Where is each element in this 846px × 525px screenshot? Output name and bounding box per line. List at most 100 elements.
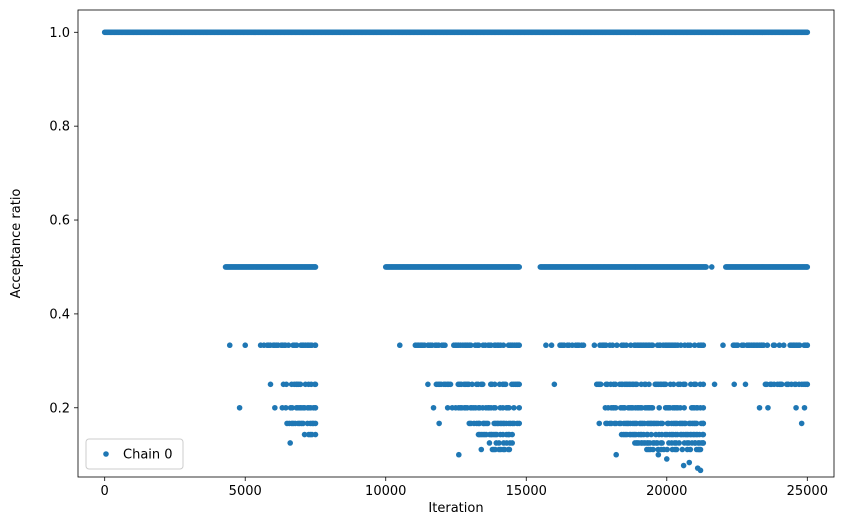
data-point <box>287 440 293 446</box>
data-point <box>516 381 523 388</box>
data-point <box>756 404 763 411</box>
y-tick-label: 0.2 <box>49 401 70 416</box>
data-point <box>656 404 662 411</box>
legend-label: Chain 0 <box>123 448 173 463</box>
data-point <box>662 381 669 388</box>
data-point <box>444 404 451 411</box>
data-point <box>676 440 682 446</box>
data-point <box>700 381 707 388</box>
data-point <box>491 381 498 388</box>
x-axis-label: Iteration <box>428 501 483 516</box>
data-point <box>502 381 509 388</box>
y-tick-label: 0.4 <box>49 307 70 322</box>
data-point <box>312 342 319 349</box>
data-point <box>300 420 306 427</box>
data-point <box>697 467 704 474</box>
data-point <box>700 420 707 427</box>
data-point <box>242 342 249 349</box>
data-point <box>655 451 662 458</box>
data-point <box>700 431 707 438</box>
data-point <box>804 29 811 36</box>
data-point <box>289 404 295 411</box>
x-tick-label: 5000 <box>229 484 262 499</box>
x-tick-label: 20000 <box>646 484 687 499</box>
data-point <box>478 446 485 453</box>
y-tick-label: 1.0 <box>49 26 70 41</box>
data-point <box>780 342 787 349</box>
data-point <box>293 342 300 349</box>
data-point <box>687 446 694 453</box>
y-axis: 0.2 0.4 0.6 0.8 1.0 <box>49 26 78 416</box>
data-point <box>681 404 687 411</box>
data-point <box>673 446 680 453</box>
data-point <box>486 440 493 446</box>
data-point <box>283 381 290 388</box>
data-point <box>603 342 609 349</box>
data-point <box>796 342 803 349</box>
data-point <box>646 381 652 388</box>
data-point <box>691 342 698 349</box>
data-point <box>776 342 783 349</box>
data-point <box>475 342 482 349</box>
data-point <box>669 446 676 453</box>
data-point <box>731 381 738 388</box>
data-point <box>612 404 619 411</box>
data-point <box>784 381 791 388</box>
data-point <box>469 381 475 388</box>
axes-frame <box>77 9 835 478</box>
data-point <box>650 446 656 453</box>
data-point <box>447 381 454 388</box>
x-axis: 0 5000 10000 15000 20000 25000 <box>101 477 828 499</box>
data-point <box>597 381 604 388</box>
data-point <box>771 342 778 349</box>
data-point <box>614 342 620 349</box>
legend-box <box>85 438 184 470</box>
data-point <box>682 381 688 388</box>
data-point <box>677 404 684 411</box>
data-point <box>708 264 715 270</box>
data-point <box>693 420 700 427</box>
data-point <box>609 342 616 349</box>
data-point <box>285 342 292 349</box>
data-point <box>516 264 523 270</box>
data-point <box>798 420 805 427</box>
data-point <box>456 451 462 458</box>
data-point <box>804 264 811 270</box>
data-point <box>551 381 558 388</box>
data-point <box>312 381 319 388</box>
data-point <box>659 420 666 427</box>
data-point <box>301 431 308 438</box>
data-point <box>779 381 785 388</box>
data-point <box>548 342 555 349</box>
data-point <box>580 342 587 349</box>
x-tick-label: 25000 <box>787 484 828 499</box>
data-point <box>509 440 516 446</box>
data-point <box>634 381 640 388</box>
data-point <box>697 446 704 453</box>
y-tick-label: 0.8 <box>49 120 70 135</box>
data-point <box>804 381 811 388</box>
data-point <box>591 342 598 349</box>
data-point <box>283 404 289 411</box>
data-point <box>686 459 693 466</box>
x-tick-label: 15000 <box>506 484 547 499</box>
data-point <box>764 342 771 349</box>
data-point <box>649 342 656 349</box>
data-point <box>430 404 437 411</box>
legend: Chain 0 <box>85 438 184 470</box>
data-point <box>511 404 517 411</box>
data-point <box>506 446 513 453</box>
data-point <box>703 264 709 270</box>
data-point <box>801 404 808 411</box>
data-point <box>700 404 707 411</box>
data-point <box>613 451 619 458</box>
data-point <box>596 420 603 427</box>
data-point <box>742 381 749 388</box>
data-point <box>272 404 278 411</box>
data-point <box>664 446 670 453</box>
data-point <box>500 342 507 349</box>
y-tick-label: 0.6 <box>49 214 70 229</box>
data-point <box>442 342 448 349</box>
data-point <box>516 404 523 411</box>
